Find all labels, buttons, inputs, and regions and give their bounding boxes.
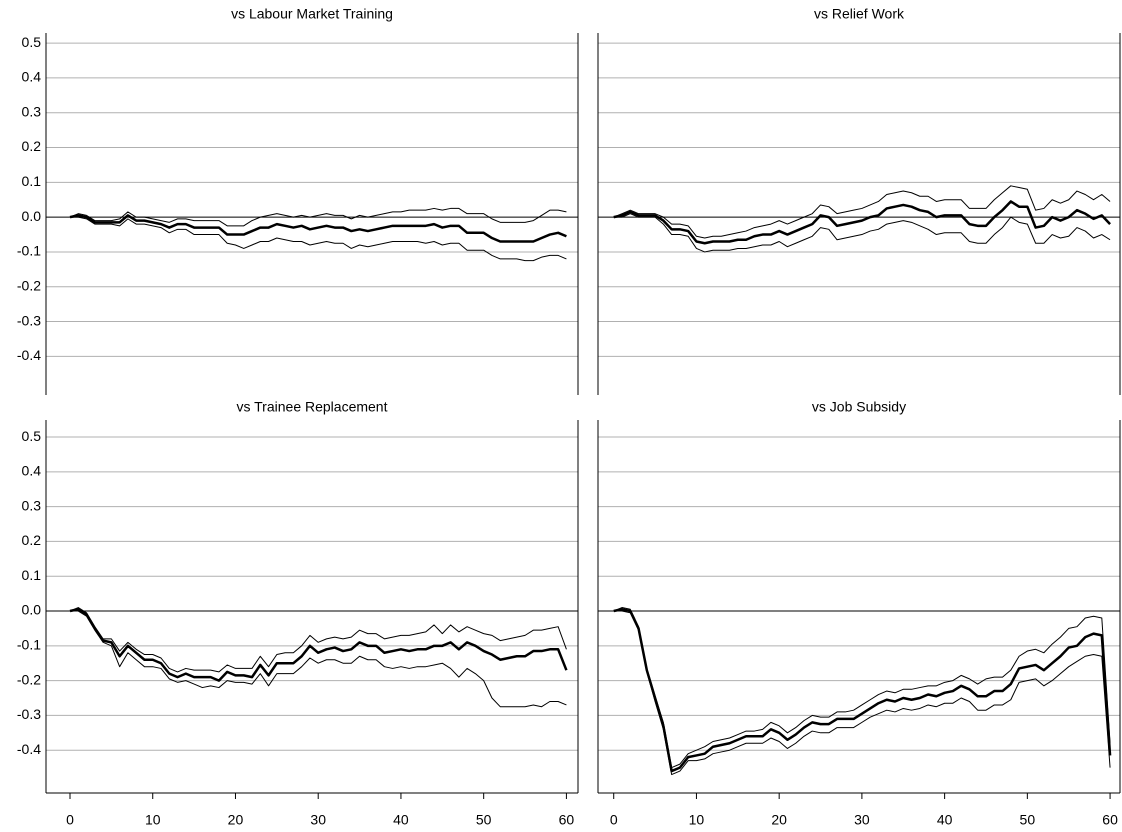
y-tick-label: -0.4: [17, 741, 41, 757]
x-tick-label: 40: [937, 812, 953, 828]
series-line: [613, 610, 1111, 776]
y-tick-label: 0.3: [22, 497, 42, 513]
x-tick-label: 20: [771, 812, 787, 828]
series-line: [69, 608, 568, 682]
series-line: [613, 607, 1111, 769]
y-tick-label: -0.3: [17, 706, 41, 722]
x-tick-label: 0: [66, 812, 74, 828]
y-tick-label: -0.4: [17, 347, 41, 363]
y-tick-label: -0.2: [17, 277, 41, 293]
y-tick-label: -0.3: [17, 312, 41, 328]
x-tick-label: 10: [689, 812, 705, 828]
x-tick-label: 10: [145, 812, 161, 828]
y-tick-label: 0.2: [22, 138, 42, 154]
y-tick-label: -0.2: [17, 671, 41, 687]
x-tick-label: 40: [393, 812, 409, 828]
panel-title: vs Trainee Replacement: [237, 399, 388, 415]
panel-title: vs Relief Work: [814, 6, 905, 22]
x-tick-label: 60: [559, 812, 575, 828]
y-tick-label: 0.0: [22, 602, 42, 618]
y-tick-label: 0.5: [22, 34, 42, 50]
x-tick-label: 50: [1020, 812, 1036, 828]
series-line: [69, 607, 567, 673]
y-tick-label: 0.1: [22, 173, 42, 189]
series-line: [69, 216, 567, 262]
x-tick-label: 30: [854, 812, 870, 828]
y-tick-label: -0.1: [17, 243, 41, 259]
series-line: [69, 610, 567, 708]
series-line: [613, 200, 1111, 245]
x-tick-label: 0: [610, 812, 618, 828]
series-line: [613, 213, 1111, 253]
y-tick-label: 0.2: [22, 532, 42, 548]
series-line: [613, 608, 1112, 773]
x-tick-label: 50: [476, 812, 492, 828]
y-tick-label: 0.1: [22, 567, 42, 583]
y-tick-label: -0.1: [17, 637, 41, 653]
panel-title: vs Job Subsidy: [812, 399, 906, 415]
series-line: [69, 214, 567, 243]
y-tick-label: 0.4: [22, 463, 42, 479]
y-tick-label: 0.3: [22, 103, 42, 119]
y-tick-label: 0.0: [22, 208, 42, 224]
y-tick-label: 0.4: [22, 69, 42, 85]
x-tick-label: 30: [310, 812, 326, 828]
y-tick-label: 0.5: [22, 428, 42, 444]
series-line: [69, 207, 567, 227]
x-tick-label: 60: [1102, 812, 1118, 828]
panel-title: vs Labour Market Training: [231, 6, 393, 22]
x-tick-label: 20: [228, 812, 244, 828]
series-line: [613, 185, 1111, 239]
